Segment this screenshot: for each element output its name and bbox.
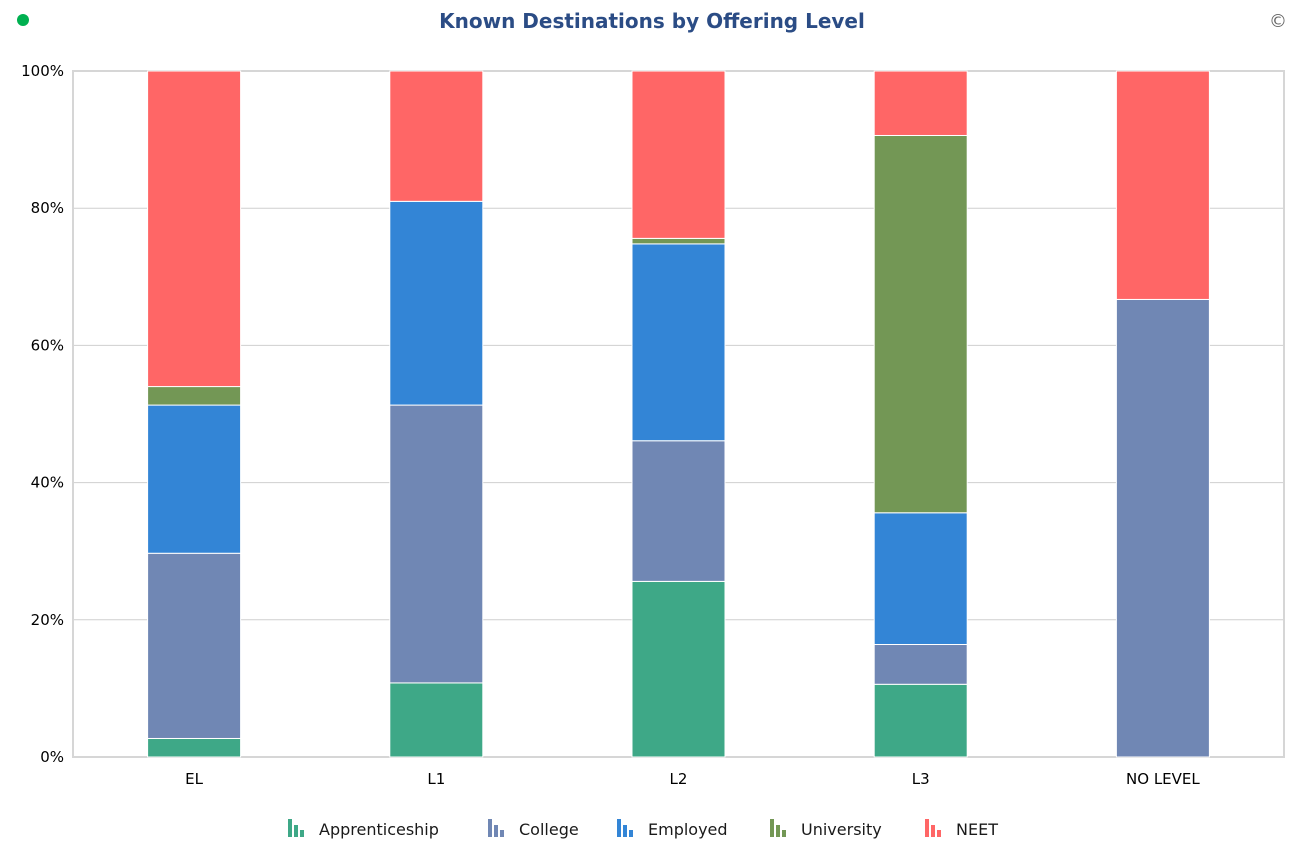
x-tick-label: L2	[670, 770, 688, 788]
y-tick-label: 60%	[31, 336, 64, 354]
bar-segment-apprenticeship[interactable]	[631, 580, 726, 758]
copyright-icon[interactable]: ©	[1269, 11, 1287, 32]
y-tick-label: 100%	[21, 62, 64, 80]
bar-segment-apprenticeship[interactable]	[389, 682, 484, 758]
bar-chart-icon	[288, 819, 304, 837]
plot-area: 0% 20% 40% 60% 80% 100% EL L1 L2 L3 NO LEVEL	[21, 62, 1285, 788]
legend: Apprenticeship College Employed University N…	[288, 819, 998, 839]
legend-item-apprenticeship[interactable]: Apprenticeship	[288, 819, 439, 839]
bar-chart-icon	[925, 819, 941, 837]
bar-chart-icon	[770, 819, 786, 837]
legend-item-neet[interactable]: NEET	[925, 819, 998, 839]
y-tick-label: 0%	[40, 748, 64, 766]
bar-segment-college[interactable]	[631, 440, 726, 582]
legend-item-college[interactable]: College	[488, 819, 579, 839]
status-dot-icon	[17, 14, 29, 26]
y-tick-label: 20%	[31, 611, 64, 629]
bar-chart-icon	[488, 819, 504, 837]
chart-title: Known Destinations by Offering Level	[439, 9, 865, 33]
bar-chart-icon	[617, 819, 633, 837]
legend-label: Employed	[648, 820, 728, 839]
legend-label: Apprenticeship	[319, 820, 439, 839]
x-tick-label: L3	[912, 770, 930, 788]
bar-segment-university[interactable]	[147, 386, 242, 406]
legend-item-employed[interactable]: Employed	[617, 819, 728, 839]
legend-label: NEET	[956, 820, 998, 839]
bar-segment-college[interactable]	[389, 404, 484, 684]
bar-segment-employed[interactable]	[873, 512, 968, 645]
legend-label: University	[801, 820, 882, 839]
bar-segment-college[interactable]	[1115, 298, 1210, 758]
bar-segment-college[interactable]	[873, 643, 968, 685]
bar-segment-university[interactable]	[873, 134, 968, 514]
bar-segment-neet[interactable]	[873, 70, 968, 136]
x-tick-label: L1	[427, 770, 445, 788]
x-tick-label: EL	[185, 770, 203, 788]
bar-segment-employed[interactable]	[147, 404, 242, 554]
bar-segment-employed[interactable]	[631, 243, 726, 442]
bar-segment-neet[interactable]	[147, 70, 242, 388]
bar-segment-apprenticeship[interactable]	[147, 737, 242, 758]
bar-segment-neet[interactable]	[1115, 70, 1210, 300]
legend-item-university[interactable]: University	[770, 819, 882, 839]
y-tick-label: 40%	[31, 474, 64, 492]
bar-segment-university[interactable]	[631, 237, 726, 245]
bar-segment-neet[interactable]	[631, 70, 726, 239]
x-tick-label: NO LEVEL	[1126, 770, 1200, 788]
y-tick-label: 80%	[31, 199, 64, 217]
bar-segment-apprenticeship[interactable]	[873, 683, 968, 758]
bar-segment-employed[interactable]	[389, 200, 484, 406]
bar-segment-neet[interactable]	[389, 70, 484, 202]
legend-label: College	[519, 820, 579, 839]
bar-segment-college[interactable]	[147, 552, 242, 739]
